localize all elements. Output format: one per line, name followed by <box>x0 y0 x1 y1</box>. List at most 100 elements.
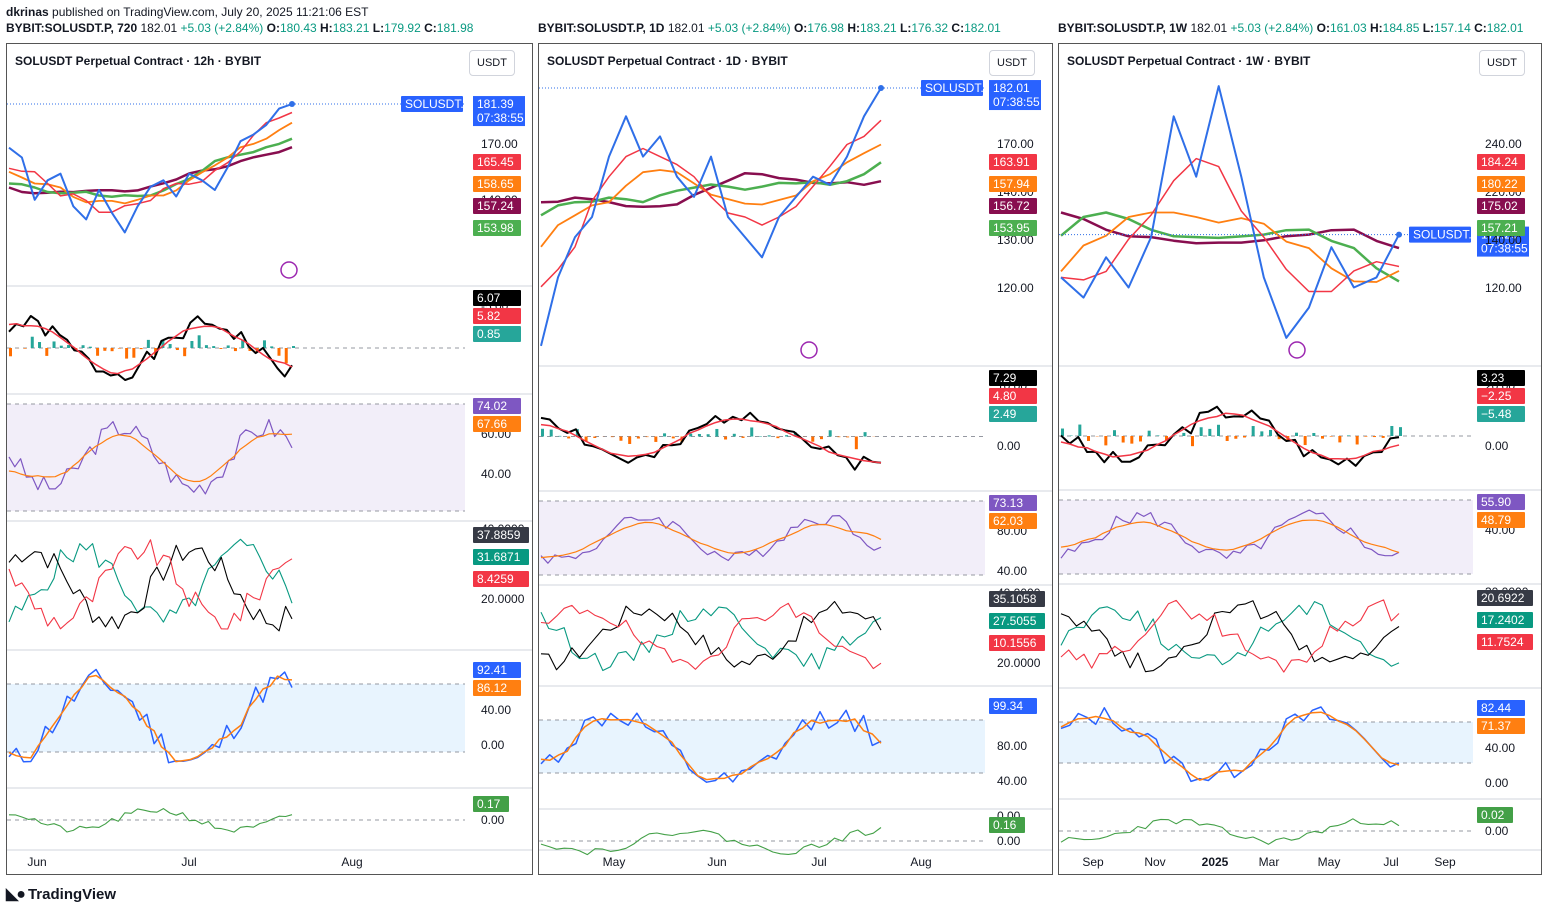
x-axis-label: Sep <box>1434 855 1456 869</box>
header-high: 183.21 <box>332 21 370 35</box>
dmi-value-label-bg <box>1477 612 1533 628</box>
macd-histogram-bar <box>45 348 49 356</box>
ma-value-label-bg <box>989 176 1037 192</box>
stoch-d-line <box>1060 711 1400 781</box>
dmi-value-label: 10.1556 <box>993 636 1037 650</box>
macd-histogram-bar <box>549 429 553 437</box>
macd-histogram-bar <box>1113 430 1116 436</box>
price-tag-box <box>989 80 1041 111</box>
price-line <box>540 87 882 347</box>
header-open: 180.43 <box>279 21 317 35</box>
macd-value-label: 7.29 <box>993 371 1017 385</box>
dmi-value-label: 11.7524 <box>1481 635 1524 649</box>
rsi-ma-line <box>8 433 293 483</box>
header-high: 183.21 <box>860 21 897 35</box>
ma-value-label-bg <box>1477 154 1525 170</box>
osc-value-label: 0.17 <box>477 797 501 811</box>
ma-value-label-bg <box>989 220 1037 236</box>
tradingview-logo[interactable]: ◣● TradingView <box>6 884 116 904</box>
dmi-line <box>540 606 882 672</box>
macd-value-label: 4.80 <box>993 389 1017 403</box>
chart-panel-1d[interactable]: SOLUSDT Perpetual Contract · 1D · BYBIT … <box>538 43 1053 875</box>
header-close: 181.98 <box>436 21 474 35</box>
panel-title: SOLUSDT Perpetual Contract · 1D · BYBIT <box>547 54 788 68</box>
macd-histogram-bar <box>175 348 179 351</box>
price-axis-label: 120.00 <box>1485 281 1522 295</box>
macd-histogram-bar <box>1208 428 1212 436</box>
macd-axis-label: 0.00 <box>1485 439 1509 453</box>
stoch-value-label: 92.41 <box>477 663 507 677</box>
macd-histogram-bar <box>270 346 274 348</box>
rsi-value-label: 55.90 <box>1481 495 1511 509</box>
chart-panel-12h[interactable]: SOLUSDT Perpetual Contract · 12h · BYBIT… <box>6 43 533 875</box>
macd-histogram-bar <box>811 436 815 442</box>
macd-value-label: −2.25 <box>1481 389 1512 403</box>
macd-histogram-bar <box>750 427 754 437</box>
rsi-value-label: 74.02 <box>477 399 507 413</box>
ma-value-label-bg <box>473 198 521 214</box>
header-change: +5.03 (+2.84%) <box>180 21 264 35</box>
macd-histogram-bar <box>284 348 288 364</box>
osc-value-label-bg <box>1477 807 1513 823</box>
macd-histogram-bar <box>67 344 71 348</box>
macd-histogram-bar <box>1147 430 1151 436</box>
macd-histogram-bar <box>706 434 710 437</box>
alert-lightning-icon <box>800 341 818 359</box>
ma-value-label: 153.95 <box>993 221 1030 235</box>
publisher-text: published on TradingView.com, July 20, 2… <box>52 5 369 19</box>
price-tag-symbol-bg <box>401 96 463 113</box>
currency-button[interactable]: USDT <box>469 50 515 76</box>
price-tag-time: 07:38:55 <box>1481 242 1528 256</box>
macd-histogram-bar <box>1217 424 1220 436</box>
price-axis-label: 170.00 <box>481 137 518 151</box>
dmi-line <box>540 602 882 670</box>
publisher-line: dkrinas published on TradingView.com, Ju… <box>6 5 368 19</box>
ma-value-label: 153.98 <box>477 221 514 235</box>
price-axis-label: 140.00 <box>1485 233 1522 247</box>
macd-signal-line <box>8 323 293 375</box>
currency-button[interactable]: USDT <box>989 50 1035 76</box>
macd-histogram-bar <box>110 348 114 352</box>
price-tag-symbol: SOLUSDT.P <box>405 97 472 111</box>
dmi-line <box>8 544 293 632</box>
ma-maroon-line <box>1060 211 1400 250</box>
macd-signal-line <box>540 418 882 464</box>
macd-histogram-bar <box>715 428 719 437</box>
header-low: 157.14 <box>1434 21 1471 35</box>
macd-histogram-bar <box>628 436 632 444</box>
macd-value-label-bg <box>989 388 1037 404</box>
macd-histogram-bar <box>96 348 100 356</box>
header-open: 176.98 <box>807 21 844 35</box>
osc-axis-label: 0.00 <box>481 813 505 827</box>
macd-histogram-bar <box>233 348 237 352</box>
macd-value-label-bg <box>473 290 521 306</box>
macd-histogram-bar <box>689 433 693 437</box>
macd-histogram-bar <box>1329 436 1333 437</box>
dmi-value-label-bg <box>473 571 529 587</box>
macd-histogram-bar <box>132 348 136 358</box>
ma-red-line <box>8 111 293 213</box>
chart-panel-1w[interactable]: SOLUSDT Perpetual Contract · 1W · BYBIT … <box>1058 43 1542 875</box>
stoch-k-line <box>540 709 882 783</box>
macd-histogram-bar <box>697 433 701 437</box>
rsi-value-label-bg <box>1477 512 1525 528</box>
osc-value-label: 0.16 <box>993 818 1017 832</box>
price-tag-time: 07:38:55 <box>477 111 524 125</box>
macd-histogram-bar <box>88 346 92 348</box>
x-axis-label: Jul <box>1383 855 1398 869</box>
ma-value-label-bg <box>1477 176 1525 192</box>
price-tag-price: 181.39 <box>477 97 514 111</box>
osc-axis-label: 0.00 <box>997 834 1021 848</box>
ma-value-label-bg <box>473 220 521 236</box>
macd-histogram-bar <box>1373 436 1376 438</box>
macd-histogram-bar <box>1061 428 1064 436</box>
dmi-value-label: 20.6922 <box>1481 591 1525 605</box>
macd-histogram-bar <box>1269 429 1272 436</box>
currency-button[interactable]: USDT <box>1479 50 1525 76</box>
macd-histogram-bar <box>1347 435 1350 436</box>
x-axis-label: May <box>1318 855 1341 869</box>
price-line <box>1060 85 1400 339</box>
macd-histogram-bar <box>1303 436 1307 446</box>
macd-value-label: 2.49 <box>993 407 1017 421</box>
header-price: 182.01 <box>140 21 178 35</box>
